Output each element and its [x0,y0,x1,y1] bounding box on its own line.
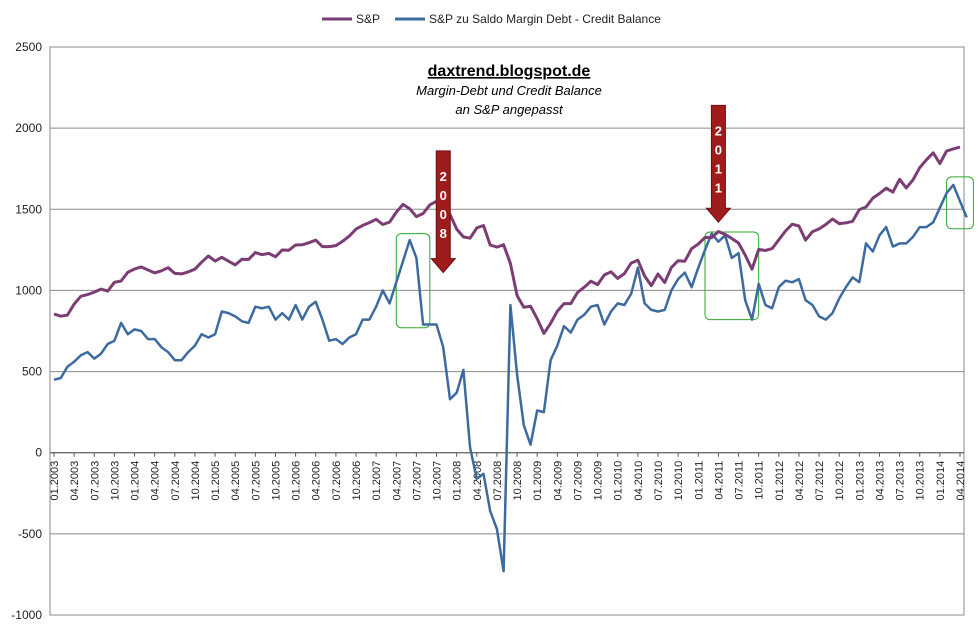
x-tick-label: 07.2005 [250,461,262,501]
y-tick-label: 500 [22,365,42,379]
x-tick-label: 10.2008 [512,461,524,501]
legend: S&P S&P zu Saldo Margin Debt - Credit Ba… [322,12,661,26]
x-tick-label: 10.2004 [190,461,202,501]
x-tick-label: 01.2003 [49,461,61,501]
x-tick-label: 04.2011 [713,461,725,500]
x-tick-label: 04.2014 [955,461,967,501]
highlight-box [946,176,974,230]
annotation-title: daxtrend.blogspot.de [428,63,591,80]
x-axis: 01.2003 04.2003 07.2003 10.2003 01.2004 04.20… [49,452,967,501]
y-tick-label: 1000 [15,283,42,297]
arrow-label-char: 8 [440,226,447,241]
x-tick-label: 01.2011 [693,461,705,500]
x-tick-label: 07.2012 [814,461,826,501]
x-tick-label: 04.2009 [552,461,564,501]
y-tick-label: 2000 [15,121,42,135]
annotation-subtitle-1: Margin-Debt und Credit Balance [416,83,602,98]
y-tick-label: -1000 [11,608,42,622]
x-tick-label: 01.2010 [613,461,625,501]
x-tick-label: 07.2011 [734,461,746,500]
x-tick-label: 01.2007 [371,461,383,501]
x-tick-label: 07.2003 [89,461,101,501]
arrow-label-char: 0 [440,207,447,222]
arrow-label-char: 1 [715,161,722,176]
x-tick-label: 04.2005 [230,461,242,501]
x-tick-label: 10.2013 [915,461,927,501]
x-tick-label: 01.2013 [854,461,866,501]
x-tick-label: 04.2012 [794,461,806,501]
series-line-sp [53,145,961,335]
x-tick-label: 01.2014 [935,461,947,501]
x-tick-label: 07.2004 [170,461,182,501]
x-tick-label: 04.2003 [69,461,81,501]
annotation-subtitle-2: an S&P angepasst [455,102,564,117]
x-tick-label: 10.2003 [109,461,121,501]
x-tick-label: 04.2010 [633,461,645,501]
arrow-2011 [705,104,732,224]
y-axis: 2500 2000 1500 1000 500 0 -500 -1000 [11,40,42,622]
y-tick-label: -500 [18,527,42,541]
x-tick-label: 04.2007 [391,461,403,501]
arrow-label-char: 0 [715,142,722,157]
x-tick-label: 10.2006 [351,461,363,501]
series-line-margin-debt [53,183,968,573]
x-tick-label: 10.2010 [673,461,685,501]
x-tick-label: 01.2005 [210,461,222,501]
series-lines [53,145,968,573]
arrow-2008 [430,150,457,274]
legend-label-sp: S&P [356,12,380,26]
arrow-label-char: 0 [440,188,447,203]
x-tick-label: 01.2004 [130,461,142,501]
x-tick-label: 07.2009 [572,461,584,501]
x-tick-label: 04.2013 [874,461,886,501]
x-tick-label: 04.2006 [311,461,323,501]
y-tick-label: 2500 [15,40,42,54]
x-tick-label: 07.2008 [492,461,504,501]
x-tick-label: 07.2010 [653,461,665,501]
annotation-arrows: 2 0 0 8 2 0 1 1 [430,104,732,274]
x-tick-label: 07.2007 [411,461,423,501]
y-tick-label: 1500 [15,202,42,216]
x-tick-label: 01.2009 [532,461,544,501]
x-tick-label: 01.2012 [774,461,786,501]
x-tick-label: 01.2006 [291,461,303,501]
arrow-label-char: 2 [440,169,447,184]
x-tick-label: 10.2009 [593,461,605,501]
arrow-label-char: 2 [715,123,722,138]
legend-label-margin: S&P zu Saldo Margin Debt - Credit Balanc… [429,12,661,26]
x-tick-label: 10.2007 [432,461,444,501]
arrow-label-char: 1 [715,180,722,195]
x-tick-label: 10.2011 [754,461,766,500]
x-tick-label: 10.2012 [834,461,846,501]
x-tick-label: 10.2005 [270,461,282,501]
x-tick-label: 01.2008 [452,461,464,501]
x-tick-label: 07.2006 [331,461,343,501]
y-tick-label: 0 [35,446,42,460]
x-tick-label: 04.2004 [150,461,162,501]
x-tick-label: 07.2013 [895,461,907,501]
highlight-box [704,231,760,321]
